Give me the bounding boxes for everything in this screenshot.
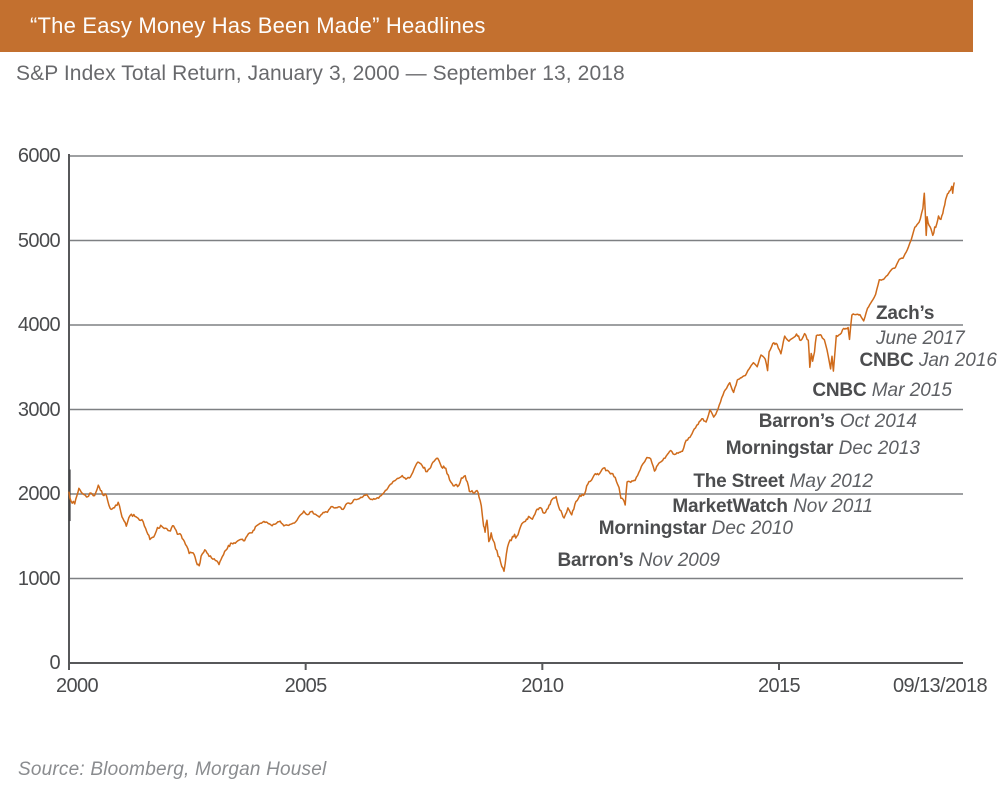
chart-subtitle: S&P Index Total Return, January 3, 2000 …: [16, 62, 625, 85]
headline-annotation: Barron’s Oct 2014: [759, 409, 917, 434]
x-axis-label-2010: 2010: [521, 675, 564, 697]
page-title: “The Easy Money Has Been Made” Headlines: [30, 13, 486, 38]
annotation-source: Zach’s: [876, 303, 935, 324]
headline-annotation: Zach’s June 2017: [876, 301, 965, 351]
y-axis-label-5000: 5000: [17, 229, 61, 252]
annotation-date: Dec 2013: [838, 438, 920, 459]
annotation-source: CNBC: [812, 380, 867, 401]
annotation-source: Barron’s: [557, 550, 634, 571]
annotation-date: May 2012: [789, 471, 873, 492]
y-axis-label-6000: 6000: [17, 145, 61, 167]
y-axis-label-2000: 2000: [17, 483, 61, 505]
headline-annotation: Morningstar Dec 2010: [599, 516, 793, 541]
header-bar: “The Easy Money Has Been Made” Headlines: [0, 0, 973, 52]
annotation-source: Morningstar: [725, 438, 834, 459]
headline-annotation: CNBC Mar 2015: [812, 378, 952, 403]
annotation-date: Nov 2009: [638, 550, 720, 571]
y-axis-label-1000: 1000: [17, 567, 61, 590]
annotation-source: The Street: [693, 471, 785, 492]
annotation-date: Oct 2014: [839, 411, 917, 432]
x-axis-label-2005: 2005: [284, 675, 328, 697]
y-axis-label-3000: 3000: [17, 398, 61, 421]
source-note: Source: Bloomberg, Morgan Housel: [18, 759, 327, 780]
x-axis-label-09/13/2018: 09/13/2018: [892, 675, 988, 697]
annotation-date: Jan 2016: [918, 350, 997, 371]
headline-annotation: Morningstar Dec 2013: [726, 436, 920, 461]
annotation-date: Dec 2010: [711, 518, 793, 539]
annotation-source: CNBC: [859, 350, 914, 371]
headline-annotation: CNBC Jan 2016: [859, 348, 997, 373]
headline-annotation: The Street May 2012: [693, 469, 873, 494]
x-axis-label-2000: 2000: [55, 675, 99, 697]
y-axis-label-4000: 4000: [17, 314, 61, 336]
annotation-date: June 2017: [876, 328, 965, 349]
sp500-total-return-line: [68, 182, 955, 573]
annotation-date: Mar 2015: [871, 380, 952, 401]
x-axis-label-2015: 2015: [757, 675, 801, 697]
y-axis-label-0: 0: [49, 652, 60, 674]
annotation-source: Barron’s: [758, 411, 835, 432]
headline-annotation: MarketWatch Nov 2011: [672, 494, 873, 519]
headline-annotation: Barron’s Nov 2009: [558, 548, 720, 573]
annotation-source: Morningstar: [598, 518, 707, 539]
annotation-date: Nov 2011: [793, 496, 873, 517]
annotation-source: MarketWatch: [672, 496, 788, 517]
